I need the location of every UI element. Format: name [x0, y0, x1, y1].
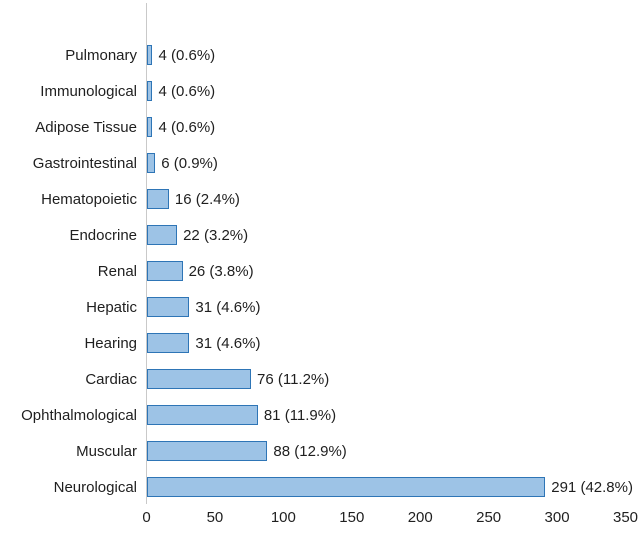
value-label: 291 (42.8%)	[551, 478, 633, 496]
category-label: Muscular	[76, 442, 137, 460]
bar-rows: Pulmonary 4 (0.6%) Immunological 4 (0.6%) Ad…	[0, 37, 640, 505]
value-label: 4 (0.6%)	[158, 118, 216, 136]
category-label: Endocrine	[69, 226, 137, 244]
x-tick-label: 200	[407, 509, 433, 526]
x-tick-label: 300	[544, 509, 570, 526]
x-tick-label: 150	[339, 509, 365, 526]
bar-track: 26 (3.8%)	[147, 253, 626, 289]
bar-track: 4 (0.6%)	[147, 73, 626, 109]
bar-row: Adipose Tissue 4 (0.6%)	[0, 109, 640, 145]
value-label: 6 (0.9%)	[161, 154, 218, 172]
bar	[147, 81, 153, 101]
x-tick-label: 250	[476, 509, 502, 526]
bar-track: 4 (0.6%)	[147, 37, 626, 73]
value-label: 31 (4.6%)	[195, 298, 261, 316]
category-label: Hepatic	[86, 298, 137, 316]
bar-row: Hepatic 31 (4.6%)	[0, 289, 640, 325]
value-label: 22 (3.2%)	[183, 226, 249, 244]
bar-row: Muscular 88 (12.9%)	[0, 433, 640, 469]
bar	[147, 333, 190, 353]
bar-track: 22 (3.2%)	[147, 217, 626, 253]
value-label: 16 (2.4%)	[174, 190, 240, 208]
category-label: Immunological	[40, 82, 137, 100]
category-label: Ophthalmological	[21, 406, 137, 424]
bar	[147, 297, 190, 317]
value-label: 81 (11.9%)	[263, 406, 337, 424]
value-label: 31 (4.6%)	[195, 334, 261, 352]
value-label: 76 (11.2%)	[257, 370, 330, 388]
bar	[147, 189, 169, 209]
bar-track: 81 (11.9%)	[147, 397, 626, 433]
bar	[147, 405, 258, 425]
bar-track: 16 (2.4%)	[147, 181, 626, 217]
bar-track: 88 (12.9%)	[147, 433, 626, 469]
value-label: 88 (12.9%)	[273, 442, 347, 460]
x-tick-label: 50	[206, 509, 224, 526]
value-label: 4 (0.6%)	[158, 46, 216, 64]
bar-track: 4 (0.6%)	[147, 109, 626, 145]
category-label: Hematopoietic	[41, 190, 137, 208]
category-label: Pulmonary	[65, 46, 137, 64]
bar-row: Hematopoietic 16 (2.4%)	[0, 181, 640, 217]
bar	[147, 153, 156, 173]
bar	[147, 225, 178, 245]
bar-row: Cardiac 76 (11.2%)	[0, 361, 640, 397]
category-label: Neurological	[53, 478, 137, 496]
bar-row: Pulmonary 4 (0.6%)	[0, 37, 640, 73]
bar-track: 6 (0.9%)	[147, 145, 626, 181]
bar-row: Endocrine 22 (3.2%)	[0, 217, 640, 253]
category-label: Gastrointestinal	[32, 154, 137, 172]
bar-row: Hearing 31 (4.6%)	[0, 325, 640, 361]
bar-track: 291 (42.8%)	[147, 469, 633, 505]
value-label: 26 (3.8%)	[188, 262, 254, 280]
bar	[147, 117, 153, 137]
x-tick-label: 350	[612, 509, 639, 526]
bar-track: 31 (4.6%)	[147, 325, 626, 361]
category-label: Renal	[97, 262, 137, 280]
category-label: Hearing	[84, 334, 137, 352]
bar	[147, 477, 546, 497]
bar-row: Immunological 4 (0.6%)	[0, 73, 640, 109]
bar-row: Neurological 291 (42.8%)	[0, 469, 640, 505]
x-tick-label: 0	[142, 509, 151, 526]
x-tick-label: 100	[270, 509, 296, 526]
bar-track: 76 (11.2%)	[147, 361, 626, 397]
bar-row: Gastrointestinal 6 (0.9%)	[0, 145, 640, 181]
bar-row: Renal 26 (3.8%)	[0, 253, 640, 289]
bar	[147, 369, 251, 389]
category-label: Adipose Tissue	[35, 118, 137, 136]
bar-row: Ophthalmological 81 (11.9%)	[0, 397, 640, 433]
category-axis-line	[146, 3, 147, 504]
bar-track: 31 (4.6%)	[147, 289, 626, 325]
value-label: 4 (0.6%)	[158, 82, 216, 100]
category-label: Cardiac	[85, 370, 137, 388]
x-axis-tick-labels: 0 50 100 150 200 250 300 350	[0, 509, 640, 531]
bar	[147, 261, 183, 281]
bar	[147, 441, 268, 461]
bar	[147, 45, 153, 65]
